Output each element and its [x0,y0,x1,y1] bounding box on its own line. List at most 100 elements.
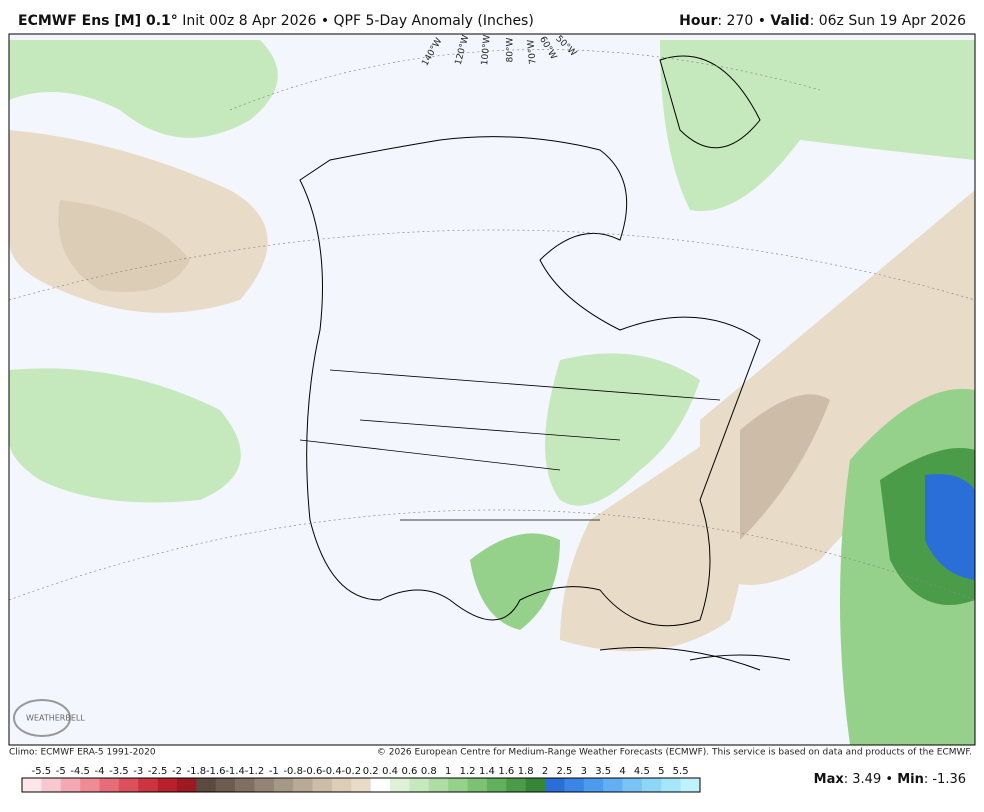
valid-value: : 06z Sun 19 Apr 2026 [810,13,967,29]
colorbar-label: 2.5 [556,766,572,777]
colorbar-label: -0.8 [283,766,303,777]
stats: Max: 3.49 • Min: -1.36 [814,772,966,787]
colorbar-label: 1 [445,766,451,777]
colorbar-label: -5.5 [32,766,52,777]
colorbar-label: 3 [581,766,587,777]
separator: • [885,772,893,787]
colorbar-cell [157,778,178,792]
coastline [659,55,761,149]
colorbar-label: -1.4 [225,766,245,777]
header-right: Hour: 270 • Valid: 06z Sun 19 Apr 2026 [679,13,966,29]
colorbar-label: 4.5 [634,766,650,777]
colorbar-cell [525,778,546,792]
coastline [299,136,761,627]
init: Init 00z 8 Apr 2026 [182,13,316,29]
max-value: : 3.49 [844,772,881,787]
header-left: ECMWF Ens [M] 0.1° Init 00z 8 Apr 2026 •… [18,13,534,29]
boundary [299,369,721,521]
min-label: Min [897,772,924,787]
copyright: © 2026 European Centre for Medium-Range … [377,748,972,758]
colorbar-cell [351,778,371,792]
wet-area [470,533,560,630]
colorbar: -5.5 -5 -4.5 -4 -3.5 -3 -2.5 -2 -1.8 -1.6 -1.4 -1.2… [21,766,701,793]
wet-area [660,40,975,212]
colorbar-cell [641,778,662,792]
dry-area [740,394,830,540]
coastline [599,647,791,671]
climo: Climo: ECMWF ERA-5 1991-2020 [9,748,156,758]
colorbar-label: 1.4 [479,766,495,777]
colorbar-cell [370,778,391,792]
colorbar-cell [176,778,197,792]
colorbar-label: 4 [619,766,625,777]
separator: • [758,13,766,29]
colorbar-cell [22,778,42,792]
colorbar-label: 0.8 [421,766,437,777]
colorbar-cell [99,778,120,792]
hour-label: Hour [679,13,717,29]
colorbar-cell [409,778,430,792]
colorbar-cell [486,778,507,792]
separator: • [321,13,329,29]
colorbar-label: 2 [542,766,548,777]
valid-label: Valid [770,13,809,29]
longitude-label: 80°W [506,37,516,62]
product: QPF 5-Day Anomaly (Inches) [334,13,534,29]
max-label: Max [814,772,845,787]
map-frame [8,33,976,746]
colorbar-cell [467,778,488,792]
colorbar-label: -0.4 [322,766,342,777]
colorbar-label: 5.5 [673,766,689,777]
colorbar-cell [622,778,643,792]
colorbar-label: -5 [56,766,66,777]
colorbar-frame [21,777,701,793]
colorbar-cell [448,778,468,792]
colorbar-label: -4.5 [70,766,90,777]
colorbar-cell [196,778,217,792]
wet-area [9,40,278,138]
colorbar-label: -0.6 [303,766,323,777]
colorbar-label: -4 [94,766,104,777]
longitude-label: 70°W [526,39,538,65]
logo: WEATHERBELL [13,699,85,737]
colorbar-cell [545,778,565,792]
colorbar-cell [331,778,352,792]
colorbar-label: 0.2 [363,766,379,777]
colorbar-label: 3.5 [595,766,611,777]
hour-value: : 270 [717,13,753,29]
colorbar-label: 1.6 [498,766,514,777]
graticule [9,49,975,601]
colorbar-cell [390,778,410,792]
colorbar-label: -3.5 [109,766,129,777]
min-value: : -1.36 [924,772,966,787]
colorbar-label: 0.6 [401,766,417,777]
colorbar-label: -1.6 [206,766,226,777]
wet-core [925,474,975,580]
colorbar-cell [60,778,81,792]
colorbar-label: 1.8 [518,766,534,777]
colorbar-label: -1.8 [187,766,207,777]
map: 140°W 120°W 100°W 80°W 70°W60°W50°W WEATHERB… [8,33,976,746]
colorbar-cell [138,778,158,792]
longitude-label: 100°W [480,34,493,65]
model: ECMWF Ens [M] 0.1° [18,13,178,29]
colorbar-cell [118,778,139,792]
colorbar-cell [603,778,623,792]
colorbar-cell [312,778,333,792]
colorbar-cell [293,778,313,792]
colorbar-label: -0.2 [342,766,362,777]
colorbar-cell [583,778,604,792]
logo-text: WEATHERBELL [26,714,85,723]
colorbar-cell [661,778,681,792]
colorbar-cell [428,778,449,792]
colorbar-cell [273,778,294,792]
colorbar-cell [254,778,275,792]
colorbar-cell [680,778,701,792]
colorbar-cell [564,778,585,792]
colorbar-label: 5 [658,766,664,777]
colorbar-label: -3 [133,766,143,777]
colorbar-label: -2 [172,766,182,777]
colorbar-label: -1 [269,766,279,777]
colorbar-label: -1.2 [245,766,265,777]
